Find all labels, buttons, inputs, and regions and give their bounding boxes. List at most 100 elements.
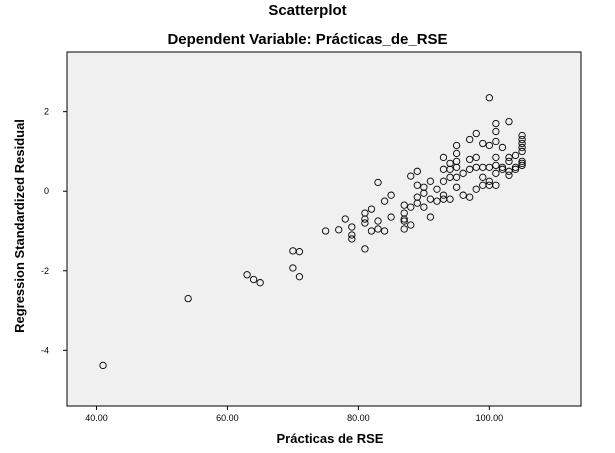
y-tick-label: -2 xyxy=(41,266,49,276)
data-point xyxy=(466,165,474,173)
x-tick-label: 100.00 xyxy=(476,413,504,423)
data-point xyxy=(472,153,480,162)
data-point xyxy=(426,213,435,221)
data-point xyxy=(433,197,441,205)
data-point xyxy=(466,193,474,201)
data-point xyxy=(505,157,513,166)
data-point xyxy=(518,139,526,148)
data-point xyxy=(439,191,448,199)
data-point xyxy=(479,173,487,181)
x-tick-label: 80.00 xyxy=(347,413,370,423)
data-point xyxy=(518,143,526,152)
data-point xyxy=(452,149,461,158)
y-tick-label: 0 xyxy=(44,186,49,196)
data-point xyxy=(361,245,369,253)
data-point xyxy=(374,225,382,233)
data-point xyxy=(505,117,513,126)
data-point xyxy=(295,273,304,281)
data-point xyxy=(466,135,474,144)
data-point xyxy=(498,165,507,173)
data-point xyxy=(400,201,408,209)
chart-subtitle: Dependent Variable: Prácticas_de_RSE xyxy=(167,31,448,48)
data-point xyxy=(367,205,376,213)
data-point xyxy=(420,203,428,211)
data-point xyxy=(341,215,349,223)
data-point xyxy=(256,279,264,287)
plot-area xyxy=(66,51,582,407)
data-point xyxy=(472,129,480,138)
data-point xyxy=(492,119,500,128)
data-point xyxy=(459,191,467,199)
data-point xyxy=(426,177,435,185)
data-point xyxy=(459,169,467,177)
data-point xyxy=(407,203,415,211)
data-point xyxy=(505,167,513,175)
data-point xyxy=(485,141,493,150)
data-point xyxy=(400,225,408,233)
data-point xyxy=(485,94,493,102)
y-tick-label: 2 xyxy=(44,107,49,117)
data-point xyxy=(387,213,395,221)
data-point xyxy=(289,264,297,272)
data-point xyxy=(511,163,520,171)
data-point xyxy=(492,161,500,170)
data-point xyxy=(439,153,448,162)
data-point xyxy=(518,131,526,140)
data-point xyxy=(452,183,461,191)
data-point xyxy=(420,183,428,191)
data-point xyxy=(472,185,480,193)
data-point xyxy=(361,219,369,227)
data-point xyxy=(479,139,487,148)
data-point xyxy=(400,215,408,223)
y-axis-label: Regression Standardized Residual xyxy=(12,119,27,333)
data-point xyxy=(380,227,389,235)
data-point xyxy=(498,143,507,152)
data-point xyxy=(400,217,408,225)
data-point xyxy=(348,235,356,243)
data-point xyxy=(518,147,526,156)
data-point xyxy=(485,177,493,185)
data-point xyxy=(407,172,415,180)
y-axis: 2 0 -2 -4 xyxy=(41,107,67,355)
data-point xyxy=(426,195,435,203)
data-point xyxy=(433,185,441,193)
data-point xyxy=(407,221,415,229)
data-point xyxy=(367,227,376,235)
data-point xyxy=(505,171,513,179)
data-point xyxy=(413,167,421,175)
data-point xyxy=(485,163,493,171)
data-point xyxy=(387,191,395,199)
data-point xyxy=(518,161,526,170)
data-point xyxy=(492,127,500,136)
data-point xyxy=(374,217,382,225)
x-tick-label: 40.00 xyxy=(85,413,108,423)
data-point xyxy=(249,275,258,284)
y-tick-label: -4 xyxy=(41,345,49,355)
data-point xyxy=(295,248,304,256)
data-point xyxy=(511,165,520,173)
data-point xyxy=(466,155,474,164)
x-tick-label: 60.00 xyxy=(216,413,239,423)
data-point xyxy=(492,181,500,189)
x-axis: 40.00 60.00 80.00 100.00 xyxy=(85,406,503,423)
data-point xyxy=(348,231,356,239)
data-point xyxy=(184,294,192,303)
x-axis-label: Prácticas de RSE xyxy=(277,431,384,446)
data-point xyxy=(518,157,526,166)
data-point xyxy=(452,141,461,150)
data-point xyxy=(452,157,461,166)
data-point xyxy=(348,223,356,231)
data-point xyxy=(321,227,330,235)
data-point xyxy=(505,153,513,162)
data-point xyxy=(518,135,526,144)
data-point xyxy=(243,271,251,279)
data-point xyxy=(492,169,500,177)
data-point xyxy=(452,173,461,181)
data-point xyxy=(446,165,454,173)
data-point xyxy=(335,226,343,234)
data-point xyxy=(498,163,507,171)
data-point xyxy=(380,197,389,205)
data-point xyxy=(439,177,448,185)
data-point xyxy=(492,153,500,162)
